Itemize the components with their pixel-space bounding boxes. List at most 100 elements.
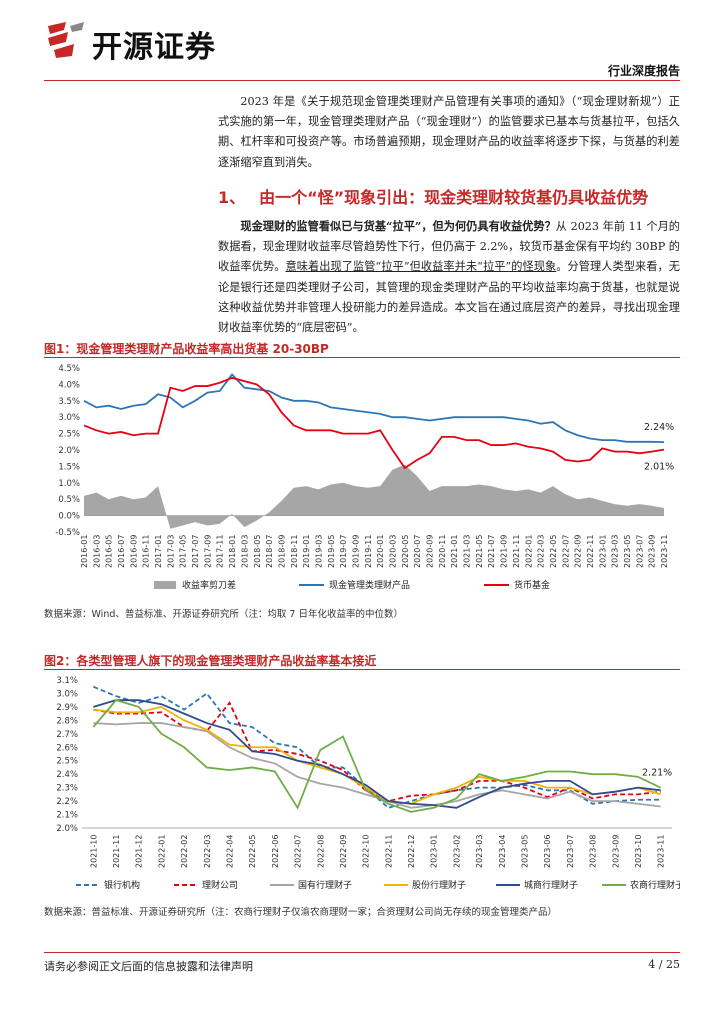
y-tick-label: 2.3% xyxy=(56,784,78,794)
x-tick-label: 2022-07 xyxy=(561,535,570,568)
report-type-label: 行业深度报告 xyxy=(607,64,680,78)
x-tick-label: 2020-09 xyxy=(426,535,435,568)
legend-label-0: 银行机构 xyxy=(104,879,140,891)
intro-paragraph: 2023 年是《关于规范现金管理类理财产品管理有关事项的通知》（“现金理财新规”… xyxy=(218,92,680,173)
x-tick-label: 2023-02 xyxy=(452,835,461,868)
y-tick-label: 0.0% xyxy=(58,512,80,522)
x-tick-label: 2023-01 xyxy=(430,835,439,868)
x-tick-label: 2017-05 xyxy=(179,535,188,568)
section-title-text: 由一个“怪”现象引出：现金类理财较货基仍具收益优势 xyxy=(259,188,649,207)
y-tick-label: 2.2% xyxy=(56,797,78,807)
y-tick-label: 2.7% xyxy=(56,730,78,740)
y-tick-label: 2.9% xyxy=(56,703,78,713)
body-paragraph: 现金理财的监管看似已与货基“拉平”，但为何仍具有收益优势？从 2023 年前 1… xyxy=(218,216,680,338)
y-tick-label: 2.1% xyxy=(56,811,78,821)
y-tick-label: 4.5% xyxy=(58,364,80,374)
x-tick-label: 2022-06 xyxy=(271,835,280,868)
x-tick-label: 2022-01 xyxy=(157,835,166,868)
series-line-5 xyxy=(92,699,662,813)
figure1-chart: 4.5% 4.0% 3.5% 3.0% 2.5% 2.0% 1.5% 1.0% 0.5% 0.0%… xyxy=(55,364,674,591)
x-tick-label: 2020-05 xyxy=(401,535,410,568)
y-tick-label: 2.8% xyxy=(56,716,78,726)
x-tick-label: 2019-05 xyxy=(327,535,336,568)
x-tick-label: 2017-07 xyxy=(191,535,200,568)
x-tick-label: 2022-09 xyxy=(339,835,348,868)
x-tick-label: 2018-05 xyxy=(253,535,262,568)
x-tick-label: 2023-11 xyxy=(660,535,669,568)
x-tick-label: 2023-04 xyxy=(498,835,507,868)
header-divider xyxy=(44,80,680,81)
footer-divider xyxy=(44,952,680,953)
x-tick-label: 2018-01 xyxy=(228,535,237,568)
figure1-title: 图1：现金管理类理财产品收益率高出货基 20-30BP xyxy=(44,342,329,356)
x-tick-label: 2018-11 xyxy=(290,535,299,568)
section-number: 1、 xyxy=(218,188,246,207)
y-tick-label: 3.5% xyxy=(58,397,80,407)
y-tick-label: 3.1% xyxy=(56,676,78,686)
figure1-source: 数据来源：Wind、普益标准、开源证券研究所（注：均取 7 日年化收益率的中位数… xyxy=(44,609,403,620)
annotation-money-fund: 2.01% xyxy=(644,462,674,473)
spread-area xyxy=(84,464,664,529)
body-part1: 从 2023 年前 11 个月的数据看，现金理财收益率尽管趋势性下行，但仍高于 … xyxy=(218,220,680,274)
company-logo-icon xyxy=(48,22,84,58)
x-tick-label: 2022-12 xyxy=(407,835,416,868)
x-tick-label: 2022-03 xyxy=(537,535,546,568)
body-part2: 。分管理人类型来看，无论是银行还是四类理财子公司，其管理的现金类理财产品的平均收… xyxy=(218,260,680,335)
x-tick-label: 2023-01 xyxy=(598,535,607,568)
x-tick-label: 2023-08 xyxy=(589,835,598,868)
x-tick-label: 2019-07 xyxy=(339,535,348,568)
y-tick-label: 2.4% xyxy=(56,770,78,780)
x-tick-label: 2023-03 xyxy=(475,835,484,868)
legend-label-money-fund: 货币基金 xyxy=(514,579,550,591)
legend-label-4: 城商行理财子 xyxy=(524,879,578,891)
footer-disclaimer: 请务必参阅正文后面的信息披露和法律声明 xyxy=(44,960,253,973)
y-tick-label: 2.5% xyxy=(56,757,78,767)
x-tick-label: 2020-03 xyxy=(389,535,398,568)
x-tick-label: 2020-11 xyxy=(438,535,447,568)
series-line-4 xyxy=(93,699,661,809)
x-tick-label: 2019-09 xyxy=(351,535,360,568)
intro-text: 2023 年是《关于规范现金管理类理财产品管理有关事项的通知》（“现金理财新规”… xyxy=(218,95,680,169)
legend-label-cash-wmp: 现金管理类理财产品 xyxy=(329,579,410,591)
figure2-rule xyxy=(44,669,680,670)
legend-label-3: 股份行理财子 xyxy=(412,879,466,891)
x-tick-label: 2021-11 xyxy=(112,835,121,868)
y-tick-label: 2.5% xyxy=(58,430,80,440)
x-tick-label: 2022-03 xyxy=(203,835,212,868)
figure1-rule xyxy=(44,357,680,358)
x-tick-label: 2019-11 xyxy=(364,535,373,568)
money-fund-line xyxy=(83,376,665,470)
x-tick-label: 2019-03 xyxy=(314,535,323,568)
legend-label-2: 国有行理财子 xyxy=(298,879,352,891)
x-tick-label: 2018-07 xyxy=(265,535,274,568)
x-tick-label: 2020-01 xyxy=(376,535,385,568)
x-tick-label: 2016-07 xyxy=(117,535,126,568)
x-tick-label: 2022-10 xyxy=(362,835,371,868)
x-tick-label: 2022-11 xyxy=(384,835,393,868)
y-tick-label: 2.6% xyxy=(56,743,78,753)
figure2-source: 数据来源：普益标准、开源证券研究所（注：农商行理财子仅渝农商理财一家；合资理财公… xyxy=(44,907,558,918)
y-tick-label: 2.0% xyxy=(56,824,78,834)
x-tick-label: 2022-01 xyxy=(524,535,533,568)
x-tick-label: 2017-11 xyxy=(216,535,225,568)
x-tick-label: 2023-06 xyxy=(543,835,552,868)
x-tick-label: 2021-09 xyxy=(500,535,509,568)
series-line-0 xyxy=(93,685,661,809)
x-tick-label: 2020-07 xyxy=(413,535,422,568)
x-tick-label: 2021-07 xyxy=(487,535,496,568)
x-tick-label: 2021-03 xyxy=(463,535,472,568)
figure2-chart: 3.1% 3.0% 2.9% 2.8% 2.7% 2.6% 2.5% 2.4% 2.3% 2.2%… xyxy=(56,676,680,891)
x-tick-label: 2022-09 xyxy=(574,535,583,568)
x-tick-label: 2016-09 xyxy=(129,535,138,568)
y-tick-label: 2.0% xyxy=(58,446,80,456)
cash-wmp-line xyxy=(83,373,665,444)
legend-label-1: 理财公司 xyxy=(202,879,238,891)
x-tick-label: 2023-05 xyxy=(623,535,632,568)
x-tick-label: 2021-11 xyxy=(512,535,521,568)
x-tick-label: 2017-03 xyxy=(166,535,175,568)
y-tick-label: 1.0% xyxy=(58,479,80,489)
x-tick-label: 2023-07 xyxy=(566,835,575,868)
lead-question: 现金理财的监管看似已与货基“拉平”，但为何仍具有收益优势？ xyxy=(240,219,556,233)
legend-label-5: 农商行理财子 xyxy=(630,879,680,891)
x-tick-label: 2021-12 xyxy=(135,835,144,868)
